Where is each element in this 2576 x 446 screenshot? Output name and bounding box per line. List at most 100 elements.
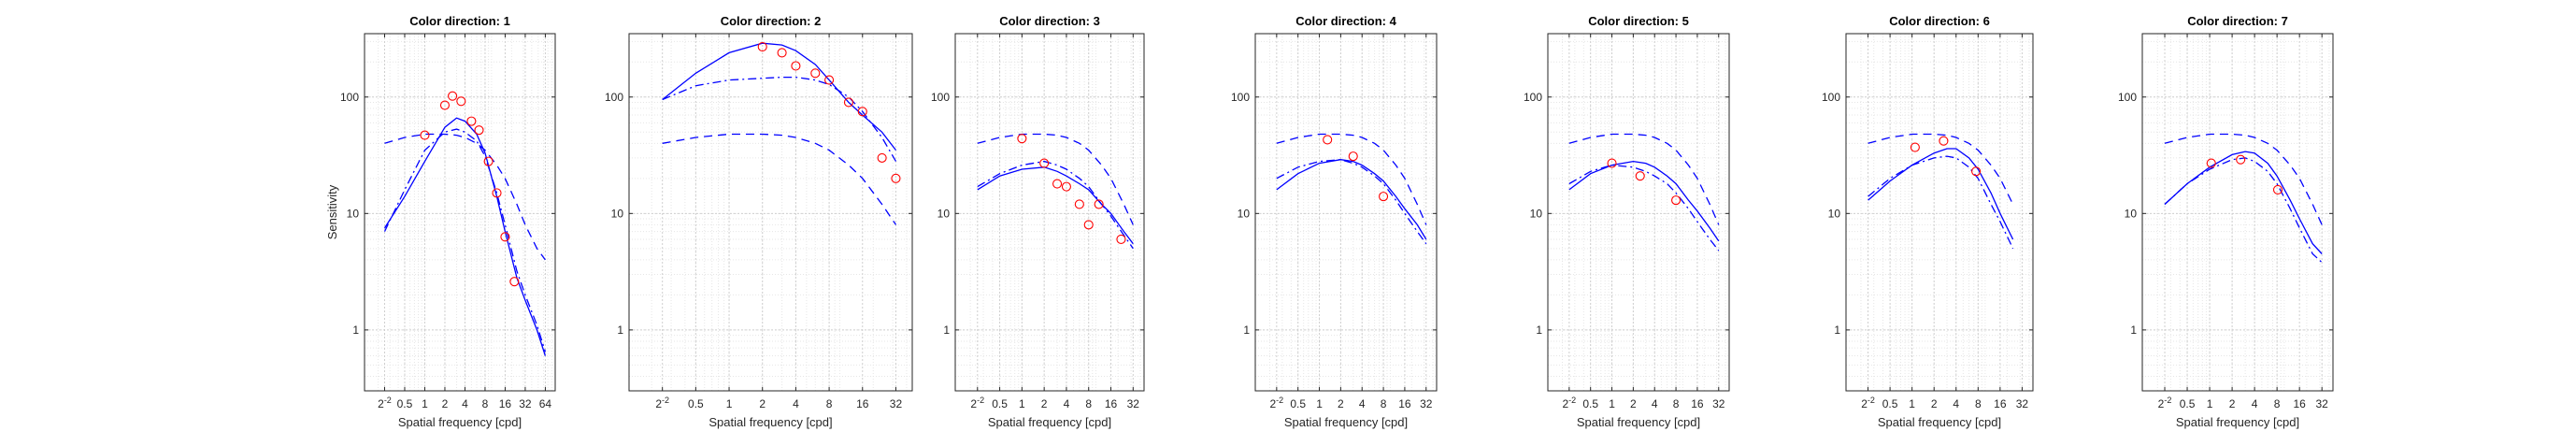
data-marker	[500, 232, 510, 242]
series-line-dashed	[2164, 133, 2323, 225]
x-tick-label: 2	[1041, 397, 1048, 410]
x-tick-label: 0.5	[1290, 397, 1306, 410]
data-marker	[857, 107, 867, 117]
x-tick-label: 2-2	[2158, 396, 2172, 410]
series-line-dashdot	[977, 160, 1134, 250]
chart-title: Color direction: 2	[721, 14, 822, 28]
plot-area	[629, 34, 912, 391]
series-line-dashed	[662, 133, 897, 225]
x-tick-label: 16	[1105, 397, 1118, 410]
x-tick-label: 16	[1994, 397, 2007, 410]
chart-panel-3: 2-2 0.5 1 2 4 8 16 32 1 10 100 Color direction: 3 Sp…	[931, 14, 1145, 429]
series-line-dashdot	[1276, 159, 1427, 245]
x-tick-label: 2	[1931, 397, 1938, 410]
y-tick-label: 1	[352, 324, 359, 337]
y-tick-label: 10	[937, 207, 951, 220]
x-tick-label: 1	[2207, 397, 2213, 410]
x-tick-label: 4	[793, 397, 799, 410]
y-tick-label: 100	[1231, 91, 1250, 104]
x-tick-label: 4	[462, 397, 468, 410]
data-marker	[483, 156, 494, 166]
x-axis-label: Spatial frequency [cpd]	[1577, 415, 1700, 429]
data-marker	[448, 91, 458, 101]
y-tick-label: 1	[617, 324, 623, 337]
data-marker	[1083, 220, 1094, 230]
x-axis-label: Spatial frequency [cpd]	[1878, 415, 2001, 429]
x-tick-label: 2	[442, 397, 449, 410]
x-tick-label: 8	[1975, 397, 1982, 410]
data-marker	[474, 125, 484, 136]
series-line-dashdot	[383, 128, 547, 352]
y-tick-label: 100	[2118, 91, 2137, 104]
chart-title: Color direction: 7	[2187, 14, 2288, 28]
series-line-dashed	[384, 133, 546, 261]
data-marker	[439, 100, 451, 110]
x-tick-label: 2	[759, 397, 766, 410]
chart-title: Color direction: 5	[1588, 14, 1689, 28]
series-line-dashed	[1868, 133, 2014, 205]
y-tick-label: 1	[1243, 324, 1250, 337]
x-axis-label: Spatial frequency [cpd]	[398, 415, 522, 429]
chart-panel-1: 2-2 0.5 1 2 4 8 16 32 64 1 10 100 Color direction: 1…	[325, 14, 556, 429]
x-tick-label: 0.5	[397, 397, 413, 410]
data-marker	[1379, 192, 1389, 202]
y-tick-label: 10	[2125, 207, 2138, 220]
x-axis-label: Spatial frequency [cpd]	[1284, 415, 1408, 429]
data-marker	[791, 61, 801, 71]
x-tick-label: 1	[1316, 397, 1323, 410]
y-tick-label: 1	[1536, 324, 1542, 337]
x-tick-label: 0.5	[2180, 397, 2196, 410]
data-marker	[1061, 181, 1071, 192]
chart-panel-4: 2-2 0.5 1 2 4 8 16 32 1 10 100 Color direction: 4 Sp…	[1231, 14, 1438, 429]
x-tick-label: 4	[1064, 397, 1070, 410]
axes-box	[954, 33, 1145, 392]
series-line-solid	[662, 42, 897, 151]
y-tick-label: 10	[347, 207, 360, 220]
data-marker	[492, 188, 502, 198]
data-marker	[843, 97, 854, 108]
y-tick-label: 10	[1530, 207, 1543, 220]
x-tick-label: 8	[1673, 397, 1680, 410]
x-tick-label: 1	[726, 397, 733, 410]
y-tick-label: 1	[943, 324, 950, 337]
data-marker	[2236, 154, 2246, 165]
series-line-dashdot	[1868, 155, 2014, 250]
x-tick-label: 8	[1381, 397, 1387, 410]
data-marker	[1039, 158, 1050, 168]
x-tick-label: 32	[1127, 397, 1140, 410]
x-axis-label: Spatial frequency [cpd]	[708, 415, 832, 429]
data-marker	[1635, 171, 1645, 181]
y-tick-label: 1	[2130, 324, 2137, 337]
x-tick-label: 16	[1691, 397, 1704, 410]
series-line-dashed	[977, 133, 1134, 225]
x-tick-label: 2-2	[1269, 396, 1283, 410]
axes-box	[1547, 33, 1730, 392]
x-tick-label: 1	[1019, 397, 1025, 410]
plot-area	[1255, 34, 1437, 391]
data-marker	[1074, 199, 1084, 209]
x-tick-label: 2-2	[1562, 396, 1576, 410]
y-axis-label: Sensitivity	[325, 184, 339, 239]
chart-panel-2: 2-2 0.5 1 2 4 8 16 32 1 10 100 Color direction: 2 Sp…	[605, 14, 913, 429]
series-line-solid	[1868, 148, 2014, 240]
chart-title: Color direction: 6	[1889, 14, 1990, 28]
y-tick-label: 1	[1834, 324, 1840, 337]
x-tick-label: 1	[1609, 397, 1615, 410]
data-marker	[2272, 184, 2283, 194]
data-marker	[1607, 158, 1617, 168]
x-tick-label: 1	[1909, 397, 1915, 410]
x-tick-label: 2-2	[378, 396, 392, 410]
plot-area	[1548, 34, 1729, 391]
data-marker	[2206, 158, 2216, 168]
x-tick-label: 8	[2274, 397, 2281, 410]
data-marker	[824, 75, 835, 85]
data-marker	[1116, 234, 1126, 245]
x-tick-label: 32	[1420, 397, 1433, 410]
x-tick-label: 2-2	[970, 396, 984, 410]
x-tick-label: 1	[422, 397, 428, 410]
axes-box	[1845, 33, 2034, 392]
data-marker	[509, 277, 520, 287]
data-marker	[1671, 195, 1682, 206]
data-marker	[1052, 179, 1063, 189]
